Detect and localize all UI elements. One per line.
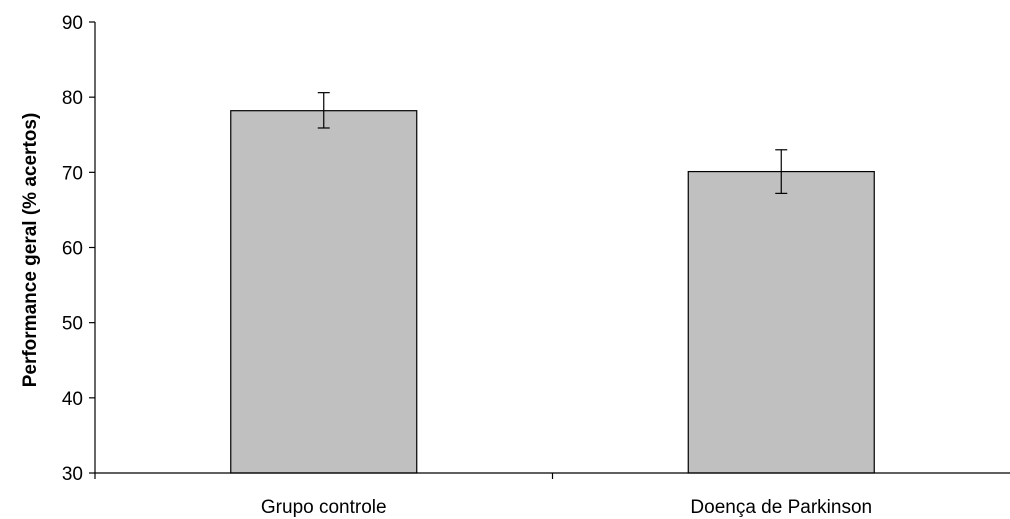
bar-0 [230, 110, 418, 474]
y-tick-label-4: 70 [62, 163, 83, 184]
error-bar-1 [775, 149, 788, 194]
y-tick-label-3: 60 [62, 239, 83, 260]
y-tick-label-5: 80 [62, 88, 83, 109]
y-tick-label-0: 30 [62, 464, 83, 485]
axes-layer [89, 21, 1010, 479]
bars-layer [230, 92, 875, 474]
x-tick-label-1: Doença de Parkinson [690, 497, 872, 518]
labels-layer: Grupo controle Doença de Parkinson 30 40 50 6… [62, 13, 872, 518]
y-tick-label-1: 40 [62, 389, 83, 410]
y-axis-title-group: Performance geral (% acertos) [20, 113, 41, 388]
y-axis-title: Performance geral (% acertos) [20, 113, 41, 388]
x-tick-label-0: Grupo controle [261, 497, 387, 518]
y-tick-label-6: 90 [62, 13, 83, 34]
error-bar-0 [317, 92, 330, 129]
bar-1 [687, 170, 875, 474]
y-tick-label-2: 50 [62, 314, 83, 335]
